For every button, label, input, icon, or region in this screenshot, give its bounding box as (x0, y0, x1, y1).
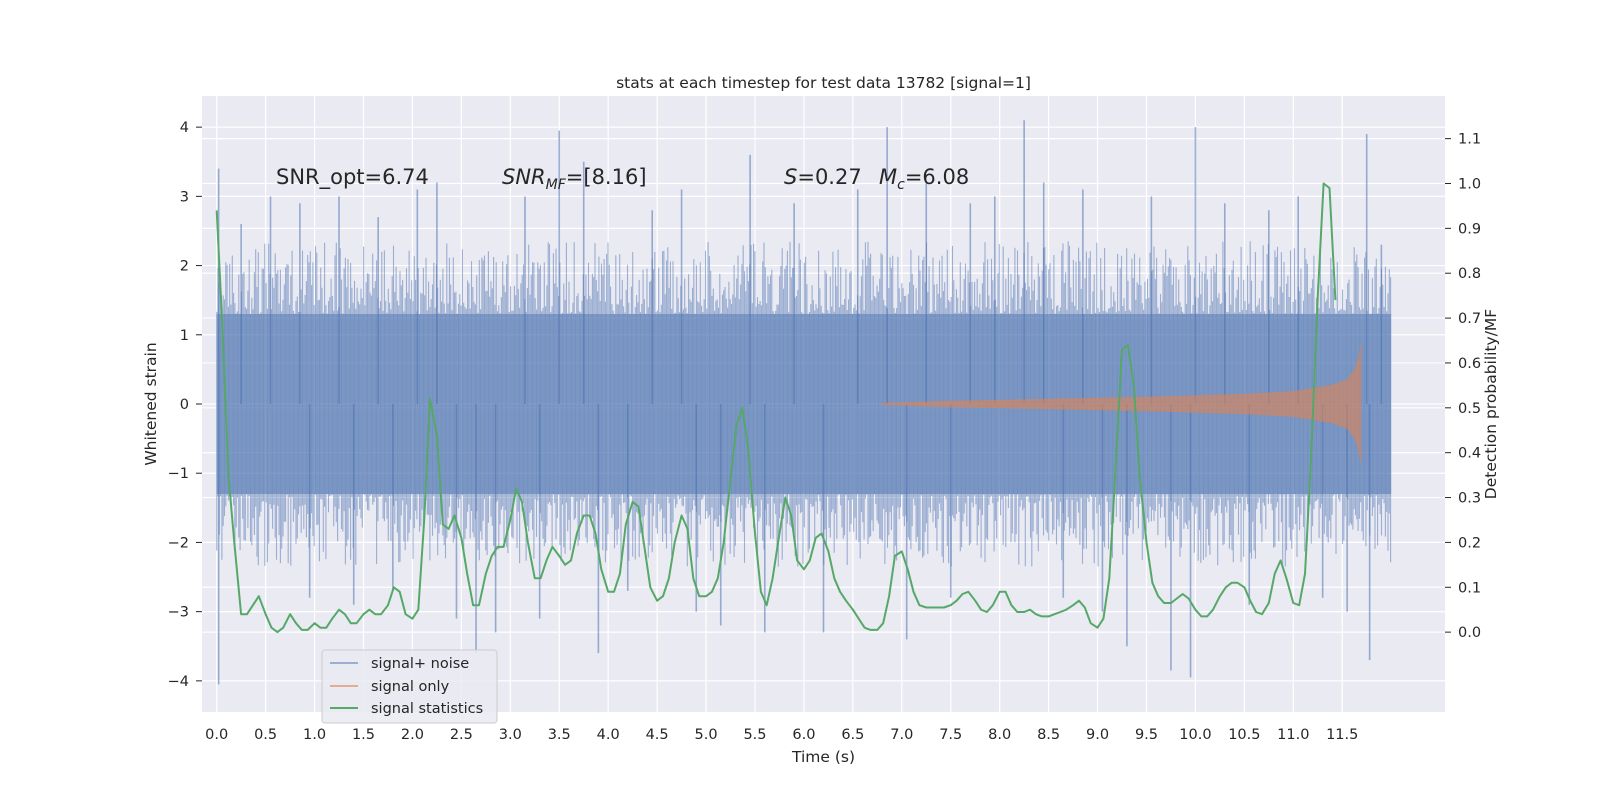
x-tick-label: 8.5 (1037, 727, 1060, 743)
axis-ticks: 0.0 0.5 1.0 1.5 2.0 2.5 3.0 3.5 4.0 4.5 5.0 5.5 6.0 6… (168, 120, 1481, 743)
y-tick-label: 2 (180, 259, 189, 275)
y2-tick-label: 0.2 (1458, 535, 1481, 551)
legend-box (321, 649, 498, 724)
y2-tick-label: 0.4 (1458, 446, 1481, 462)
y2-tick-label: 0.9 (1458, 221, 1481, 237)
x-tick-label: 1.0 (303, 727, 326, 743)
noise-trace (216, 241, 1392, 567)
y-axis-label: Whitened strain (142, 342, 160, 465)
x-tick-label: 9.5 (1135, 727, 1158, 743)
annotation-snr-opt: SNR_opt=6.74 (276, 165, 429, 190)
signal-only-series (881, 345, 1362, 463)
signal-only-chirp (881, 345, 1362, 463)
x-tick-label: 8.0 (988, 727, 1011, 743)
annotation-snr-mf: SNRMF=[8.16] (502, 165, 647, 193)
x-tick-label: 7.5 (939, 727, 962, 743)
y2-tick-label: 0.6 (1458, 356, 1481, 372)
y2-tick-label: 0.0 (1458, 625, 1481, 641)
annotation-s-value: =0.27 (797, 165, 861, 189)
x-tick-label: 11.0 (1277, 727, 1309, 743)
annotation-snr-mf-main: SNR (502, 165, 546, 189)
y2-tick-label: 0.7 (1458, 311, 1481, 327)
legend-label-signal-statistics: signal statistics (371, 701, 483, 717)
x-axis-label: Time (s) (791, 748, 855, 766)
y2-axis-label: Detection probability/MF (1482, 309, 1500, 500)
y2-tick-label: 0.1 (1458, 580, 1481, 596)
y-tick-label: −3 (168, 605, 189, 621)
y2-tick-label: 0.3 (1458, 491, 1481, 507)
annotation-s: S=0.27 (784, 165, 862, 189)
y2-tick-label: 1.1 (1458, 132, 1481, 148)
annotation-s-var: S (784, 165, 797, 189)
y-tick-label: 0 (180, 397, 189, 413)
x-tick-label: 10.0 (1179, 727, 1211, 743)
y2-tick-label: 0.8 (1458, 266, 1481, 282)
x-tick-label: 4.0 (597, 727, 620, 743)
y-tick-label: 1 (180, 328, 189, 344)
y-tick-label: −2 (168, 535, 189, 551)
legend-label-signal-only: signal only (371, 679, 450, 695)
x-tick-label: 10.5 (1228, 727, 1260, 743)
legend: signal+ noise signal only signal statist… (321, 649, 498, 724)
x-tick-label: 3.0 (499, 727, 522, 743)
x-tick-label: 0.5 (254, 727, 277, 743)
y2-tick-label: 1.0 (1458, 176, 1481, 192)
x-tick-label: 2.5 (450, 727, 473, 743)
annotation-snr-mf-sub: MF (546, 177, 567, 193)
y2-tick-label: 0.5 (1458, 401, 1481, 417)
annotation-mc: Mc=6.08 (879, 165, 969, 193)
x-tick-label: 6.5 (841, 727, 864, 743)
x-tick-label: 11.5 (1326, 727, 1358, 743)
x-tick-label: 5.5 (743, 727, 766, 743)
x-tick-label: 6.0 (792, 727, 815, 743)
x-tick-label: 1.5 (352, 727, 375, 743)
annotation-snr-mf-value: =[8.16] (566, 165, 647, 189)
x-tick-label: 2.0 (401, 727, 424, 743)
chart-title: stats at each timestep for test data 137… (616, 74, 1031, 92)
x-tick-label: 4.5 (646, 727, 669, 743)
x-tick-label: 0.0 (205, 727, 228, 743)
y-tick-label: 4 (180, 120, 189, 136)
signal-statistics-series (215, 182, 1337, 634)
annotation-mc-sub: c (897, 177, 905, 193)
x-tick-label: 9.0 (1086, 727, 1109, 743)
x-tick-label: 7.0 (890, 727, 913, 743)
y-tick-label: −4 (168, 674, 189, 690)
y-tick-label: −1 (168, 466, 189, 482)
x-tick-label: 5.0 (695, 727, 718, 743)
y-tick-label: 3 (180, 189, 189, 205)
annotation-mc-var: M (879, 165, 897, 189)
signal-statistics-line (215, 182, 1337, 634)
legend-label-signal-noise: signal+ noise (371, 656, 469, 672)
x-tick-label: 3.5 (548, 727, 571, 743)
annotation-mc-value: =6.08 (905, 165, 969, 189)
